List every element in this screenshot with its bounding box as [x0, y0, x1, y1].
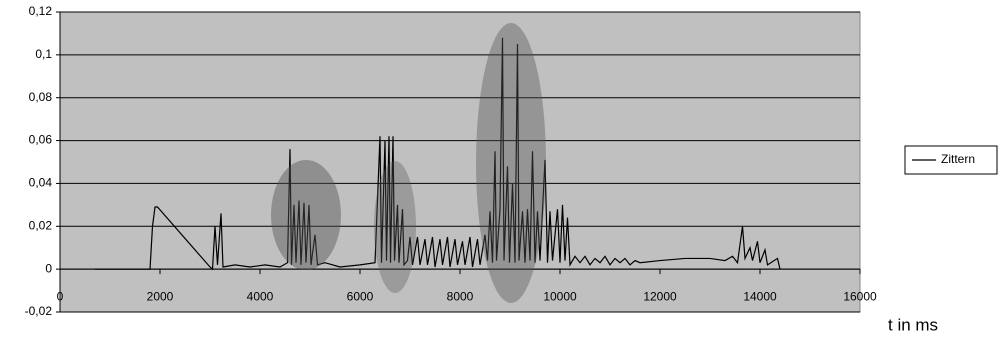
highlight-ellipse	[271, 160, 341, 270]
x-tick-label: 0	[57, 289, 64, 303]
x-tick-label: 8000	[447, 289, 474, 303]
data-line	[95, 37, 781, 271]
highlight-ellipse	[374, 161, 416, 293]
x-tick-label: 12000	[643, 289, 677, 303]
x-tick-label: 14000	[743, 289, 777, 303]
x-tick-label: 6000	[347, 289, 374, 303]
x-axis-label: t in ms	[888, 315, 938, 334]
plot-area	[59, 11, 861, 313]
highlight-ellipse	[476, 23, 546, 303]
legend-label: Zittern	[941, 152, 975, 166]
y-tick-label: 0,06	[29, 133, 53, 147]
x-tick-label: 4000	[247, 289, 274, 303]
x-tick-label: 16000	[843, 289, 877, 303]
y-tick-label: 0,04	[29, 176, 53, 190]
x-tick-label: 10000	[543, 289, 577, 303]
labels: -0,02 0 0,02 0,04 0,06 0,08 0,1 0,12 0 2000 4000 60…	[25, 4, 877, 318]
grid	[56, 11, 861, 313]
y-tick-label: 0,12	[29, 4, 53, 18]
y-tick-label: 0,02	[29, 218, 53, 232]
y-tick-label: -0,02	[25, 304, 53, 318]
x-tick-label: 2000	[147, 289, 174, 303]
y-tick-label: 0,1	[35, 47, 52, 61]
y-tick-label: 0	[45, 261, 52, 275]
data-lines	[95, 37, 781, 271]
y-tick-label: 0,08	[29, 90, 53, 104]
